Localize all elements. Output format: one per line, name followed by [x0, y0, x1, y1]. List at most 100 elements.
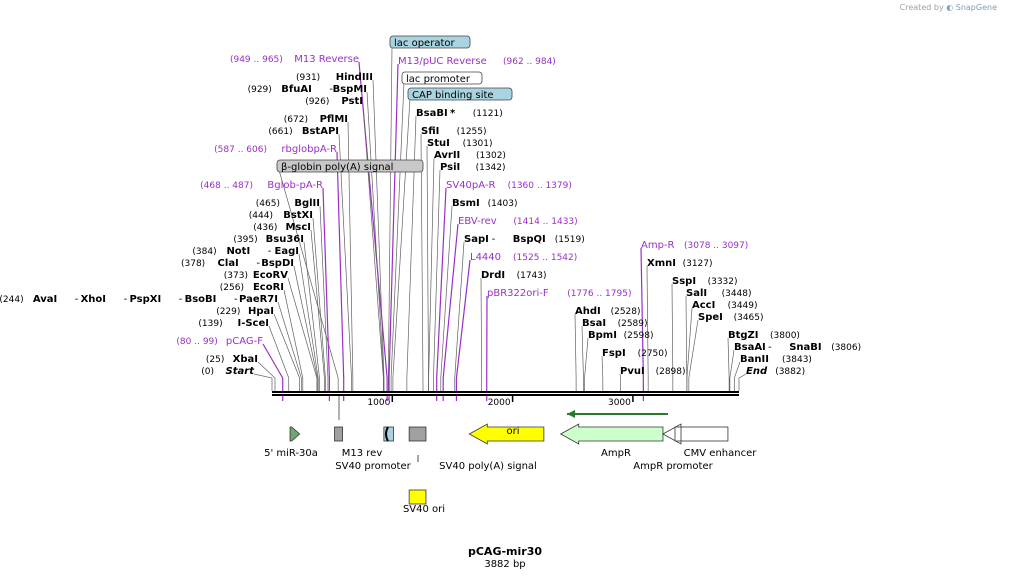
- leader-line: [387, 45, 393, 391]
- enzyme-label[interactable]: DrdI (1743): [481, 270, 547, 281]
- enzyme-label[interactable]: BspMI - BfuAI (929): [248, 84, 367, 95]
- enzyme-label[interactable]: BstAPI (661): [268, 126, 339, 137]
- enzyme-label[interactable]: EcoRV (373): [224, 270, 288, 281]
- leader-line: [440, 205, 453, 391]
- enzyme-label[interactable]: End (3882): [746, 366, 805, 377]
- primer-label[interactable]: pBR322ori-F (1776 .. 1795): [487, 288, 631, 299]
- leader-line: [293, 265, 318, 391]
- leader-line: [392, 97, 411, 391]
- enzyme-label[interactable]: PflMI (672): [284, 114, 348, 125]
- enzyme-label[interactable]: PvuI (2898): [620, 366, 686, 377]
- feature-track: 5' miR-30a M13 rev SV40 promoter SV40 poly(…: [264, 395, 757, 515]
- enzyme-name: PspXI: [129, 294, 161, 305]
- leader-line: [480, 277, 483, 391]
- enzyme-label[interactable]: EcoRI (256): [220, 282, 284, 293]
- enzyme-label[interactable]: AccI (3449): [692, 300, 758, 311]
- leader-line: [366, 91, 385, 391]
- enzyme-label[interactable]: BsaAI - SnaBI (3806): [734, 342, 861, 353]
- leader-line: [436, 187, 447, 391]
- leader-line: [257, 361, 276, 391]
- enzyme-label[interactable]: StuI (1301): [427, 138, 493, 149]
- feature-5-mir-30a[interactable]: 5' miR-30a: [264, 426, 318, 459]
- feature-label[interactable]: lac promoter: [401, 71, 483, 85]
- leader-line: [601, 355, 604, 391]
- enzyme-label[interactable]: BpmI (2598): [588, 330, 654, 341]
- primer-label[interactable]: L4440 (1525 .. 1542): [470, 252, 577, 263]
- enzyme-label[interactable]: BstXI (444): [249, 210, 313, 221]
- enzyme-label[interactable]: BtgZI (3800): [728, 330, 800, 341]
- enzyme-label[interactable]: PaeR7I - BsoBI - PspXI - XhoI - AvaI (244…: [0, 294, 278, 305]
- enzyme-label[interactable]: SapI - BspQI (1519): [464, 234, 585, 245]
- primer-label[interactable]: EBV-rev (1414 .. 1433): [458, 216, 578, 227]
- enzyme-name: FspI: [602, 348, 626, 359]
- feature-ampr-promoter[interactable]: AmpR promoter: [633, 423, 714, 472]
- enzyme-label[interactable]: AhdI (2528): [575, 306, 641, 317]
- enzyme-label[interactable]: SpeI (3465): [698, 312, 764, 323]
- enzyme-label[interactable]: BsmI (1403): [452, 198, 518, 209]
- enzyme-label[interactable]: EagI - NotI (384): [192, 246, 299, 257]
- primer-label[interactable]: pCAG-F (80 .. 99): [176, 336, 263, 347]
- enzyme-name: SpeI: [698, 312, 723, 323]
- enzyme-label[interactable]: SalI (3448): [686, 288, 752, 299]
- feature-label[interactable]: β-globin poly(A) signal: [276, 159, 424, 173]
- enzyme-separator: -: [492, 234, 496, 245]
- feature-label: SV40 poly(A) signal: [439, 461, 537, 472]
- primer-range: (80 .. 99): [176, 337, 217, 347]
- feature-ori[interactable]: ori: [468, 423, 545, 445]
- feature-sv40-promoter[interactable]: SV40 promoter: [335, 426, 412, 472]
- enzyme-label[interactable]: PstI (926): [305, 96, 363, 107]
- leader-line: [278, 169, 339, 391]
- enzyme-position: (229): [216, 307, 240, 317]
- enzyme-label[interactable]: FspI (2750): [602, 348, 668, 359]
- leader-line: [584, 337, 589, 391]
- enzyme-label[interactable]: BsaI (2589): [582, 318, 648, 329]
- feature-sv40-ori[interactable]: SV40 ori: [403, 455, 445, 515]
- feature-tag-box: [389, 35, 471, 49]
- feature-label[interactable]: CAP binding site: [407, 87, 513, 101]
- site-labels: lac operator M13 Reverse (949 .. 965) M13/p…: [0, 35, 861, 377]
- leader-line: [729, 349, 735, 391]
- enzyme-label[interactable]: XbaI (25): [206, 354, 258, 365]
- ruler-tick-label: 3000: [608, 398, 631, 408]
- feature-ampr[interactable]: AmpR: [559, 423, 664, 459]
- enzyme-label[interactable]: SfiI (1255): [421, 126, 487, 137]
- feature-m13-rev[interactable]: M13 rev: [334, 426, 383, 459]
- leader-line: [319, 205, 329, 391]
- primer-label[interactable]: M13 Reverse (949 .. 965): [230, 54, 359, 65]
- feature-label: SV40 promoter: [335, 461, 411, 472]
- enzyme-label[interactable]: Bsu36I (395): [233, 234, 304, 245]
- leader-line: [686, 307, 693, 391]
- feature-label[interactable]: lac operator: [389, 35, 471, 49]
- feature-sv40-poly-a-signal[interactable]: SV40 poly(A) signal: [408, 426, 537, 472]
- primer-label[interactable]: M13/pUC Reverse (962 .. 984): [398, 56, 556, 67]
- enzyme-label[interactable]: HindIII (931): [296, 72, 373, 83]
- enzyme-name: PsiI: [440, 162, 460, 173]
- enzyme-position: (0): [201, 367, 214, 377]
- enzyme-name: XhoI: [81, 294, 106, 305]
- enzyme-label[interactable]: Start (0): [201, 366, 255, 377]
- primer-label[interactable]: rbglobpA-R (587 .. 606): [214, 144, 337, 155]
- leader-line: [733, 361, 741, 391]
- enzyme-label[interactable]: AvrII (1302): [434, 150, 506, 161]
- primer-range: (587 .. 606): [214, 145, 267, 155]
- enzyme-label[interactable]: HpaI (229): [216, 306, 274, 317]
- enzyme-label[interactable]: SspI (3332): [672, 276, 738, 287]
- enzyme-label[interactable]: BglII (465): [256, 198, 320, 209]
- enzyme-name: XbaI: [233, 354, 258, 365]
- enzyme-name: MscI: [285, 222, 311, 233]
- primer-name: rbglobpA-R: [281, 144, 337, 155]
- enzyme-label[interactable]: BsaBI * (1121): [416, 108, 503, 119]
- enzyme-label[interactable]: XmnI (3127): [647, 258, 713, 269]
- enzyme-position: (1342): [476, 163, 506, 173]
- enzyme-label[interactable]: I-SceI (139): [198, 318, 269, 329]
- leader-line: [268, 325, 290, 391]
- enzyme-label[interactable]: MscI (436): [253, 222, 311, 233]
- enzyme-label[interactable]: BanII (3843): [740, 354, 812, 365]
- primer-label[interactable]: SV40pA-R (1360 .. 1379): [446, 180, 572, 191]
- enzyme-label[interactable]: BspDI - ClaI (378): [181, 258, 294, 269]
- primer-label[interactable]: Bglob-pA-R (468 .. 487): [200, 180, 323, 191]
- primer-label[interactable]: Amp-R (3078 .. 3097): [641, 240, 748, 251]
- primer-name: Amp-R: [641, 240, 675, 251]
- feature-cmv-enhancer[interactable]: CMV enhancer: [680, 426, 757, 459]
- enzyme-label[interactable]: PsiI (1342): [440, 162, 506, 173]
